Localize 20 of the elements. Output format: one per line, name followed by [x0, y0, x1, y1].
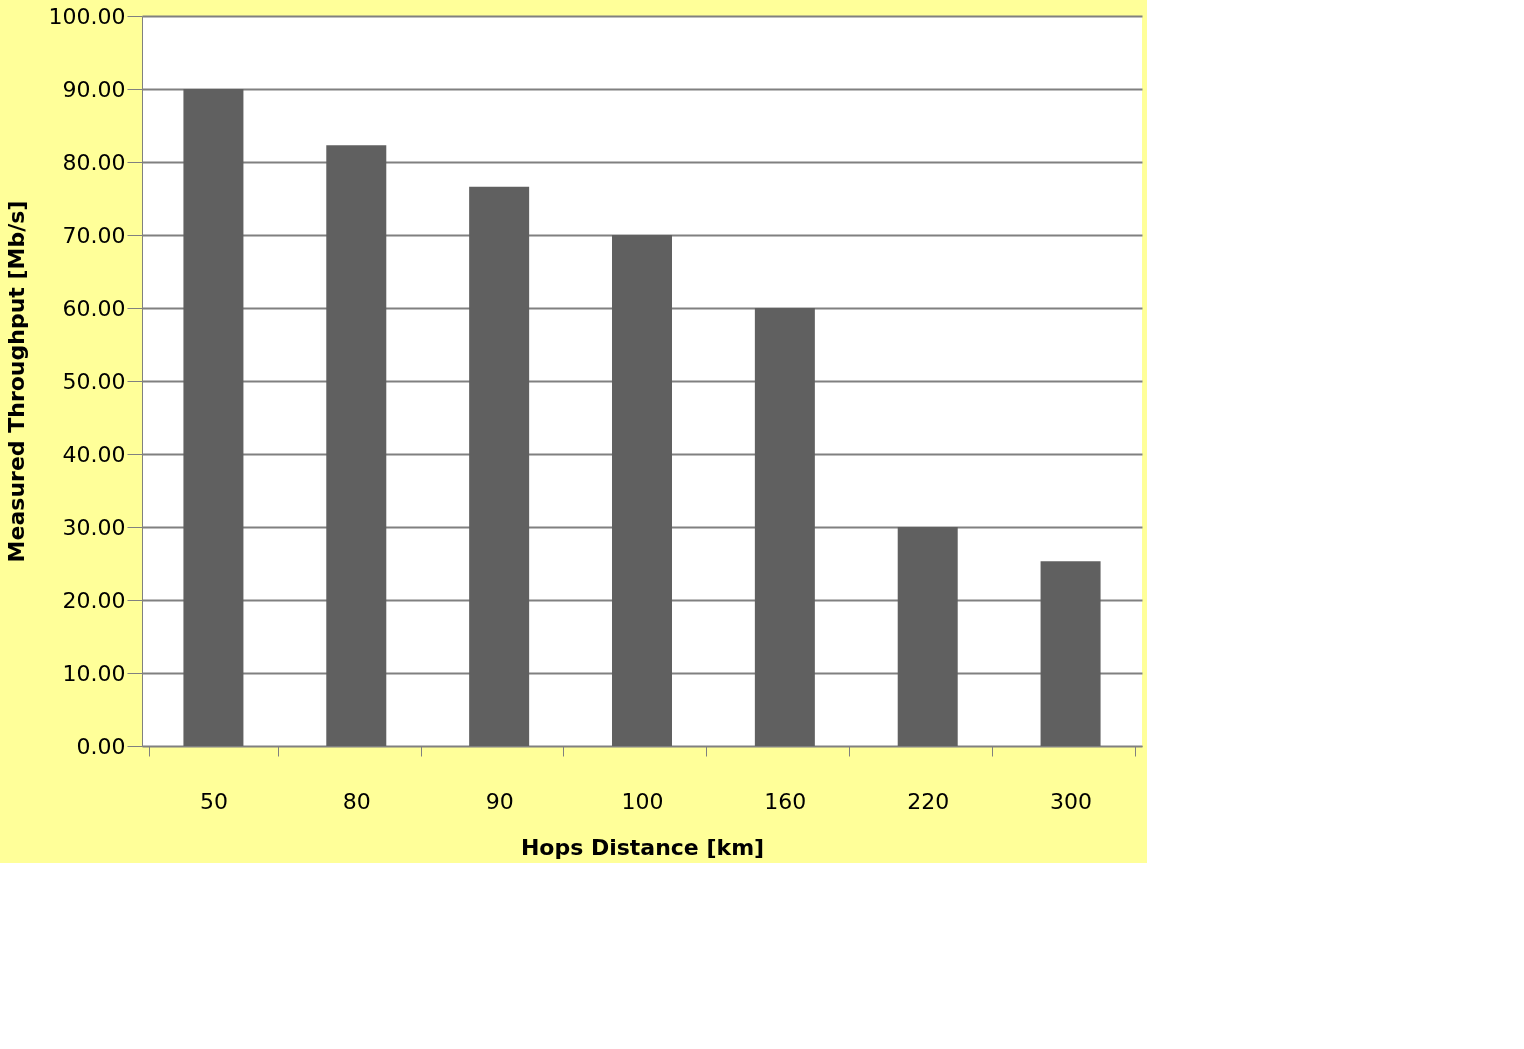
y-axis-title: Measured Throughput [Mb/s]: [3, 200, 29, 563]
y-tick-label: 70.00: [62, 222, 126, 248]
y-tick-label: 100.00: [48, 3, 126, 29]
y-tick-label: 40.00: [62, 441, 126, 467]
x-tick-label: 50: [199, 788, 228, 814]
x-tick-label: 100: [621, 788, 664, 814]
x-tick-label: 300: [1050, 788, 1093, 814]
y-tick-label: 10.00: [62, 660, 126, 686]
x-tick-label: 160: [764, 788, 807, 814]
y-tick-label: 60.00: [62, 295, 126, 321]
y-tick-label: 50.00: [62, 368, 126, 394]
y-tick-label: 20.00: [62, 587, 126, 613]
y-tick-label: 30.00: [62, 514, 126, 540]
x-tick-label: 90: [485, 788, 514, 814]
y-tick-label: 90.00: [62, 76, 126, 102]
x-tick-label: 220: [907, 788, 950, 814]
x-axis-title: Hops Distance [km]: [520, 834, 765, 860]
x-tick-label: 80: [342, 788, 371, 814]
y-tick-label: 0.00: [76, 733, 126, 759]
y-tick-label: 80.00: [62, 149, 126, 175]
